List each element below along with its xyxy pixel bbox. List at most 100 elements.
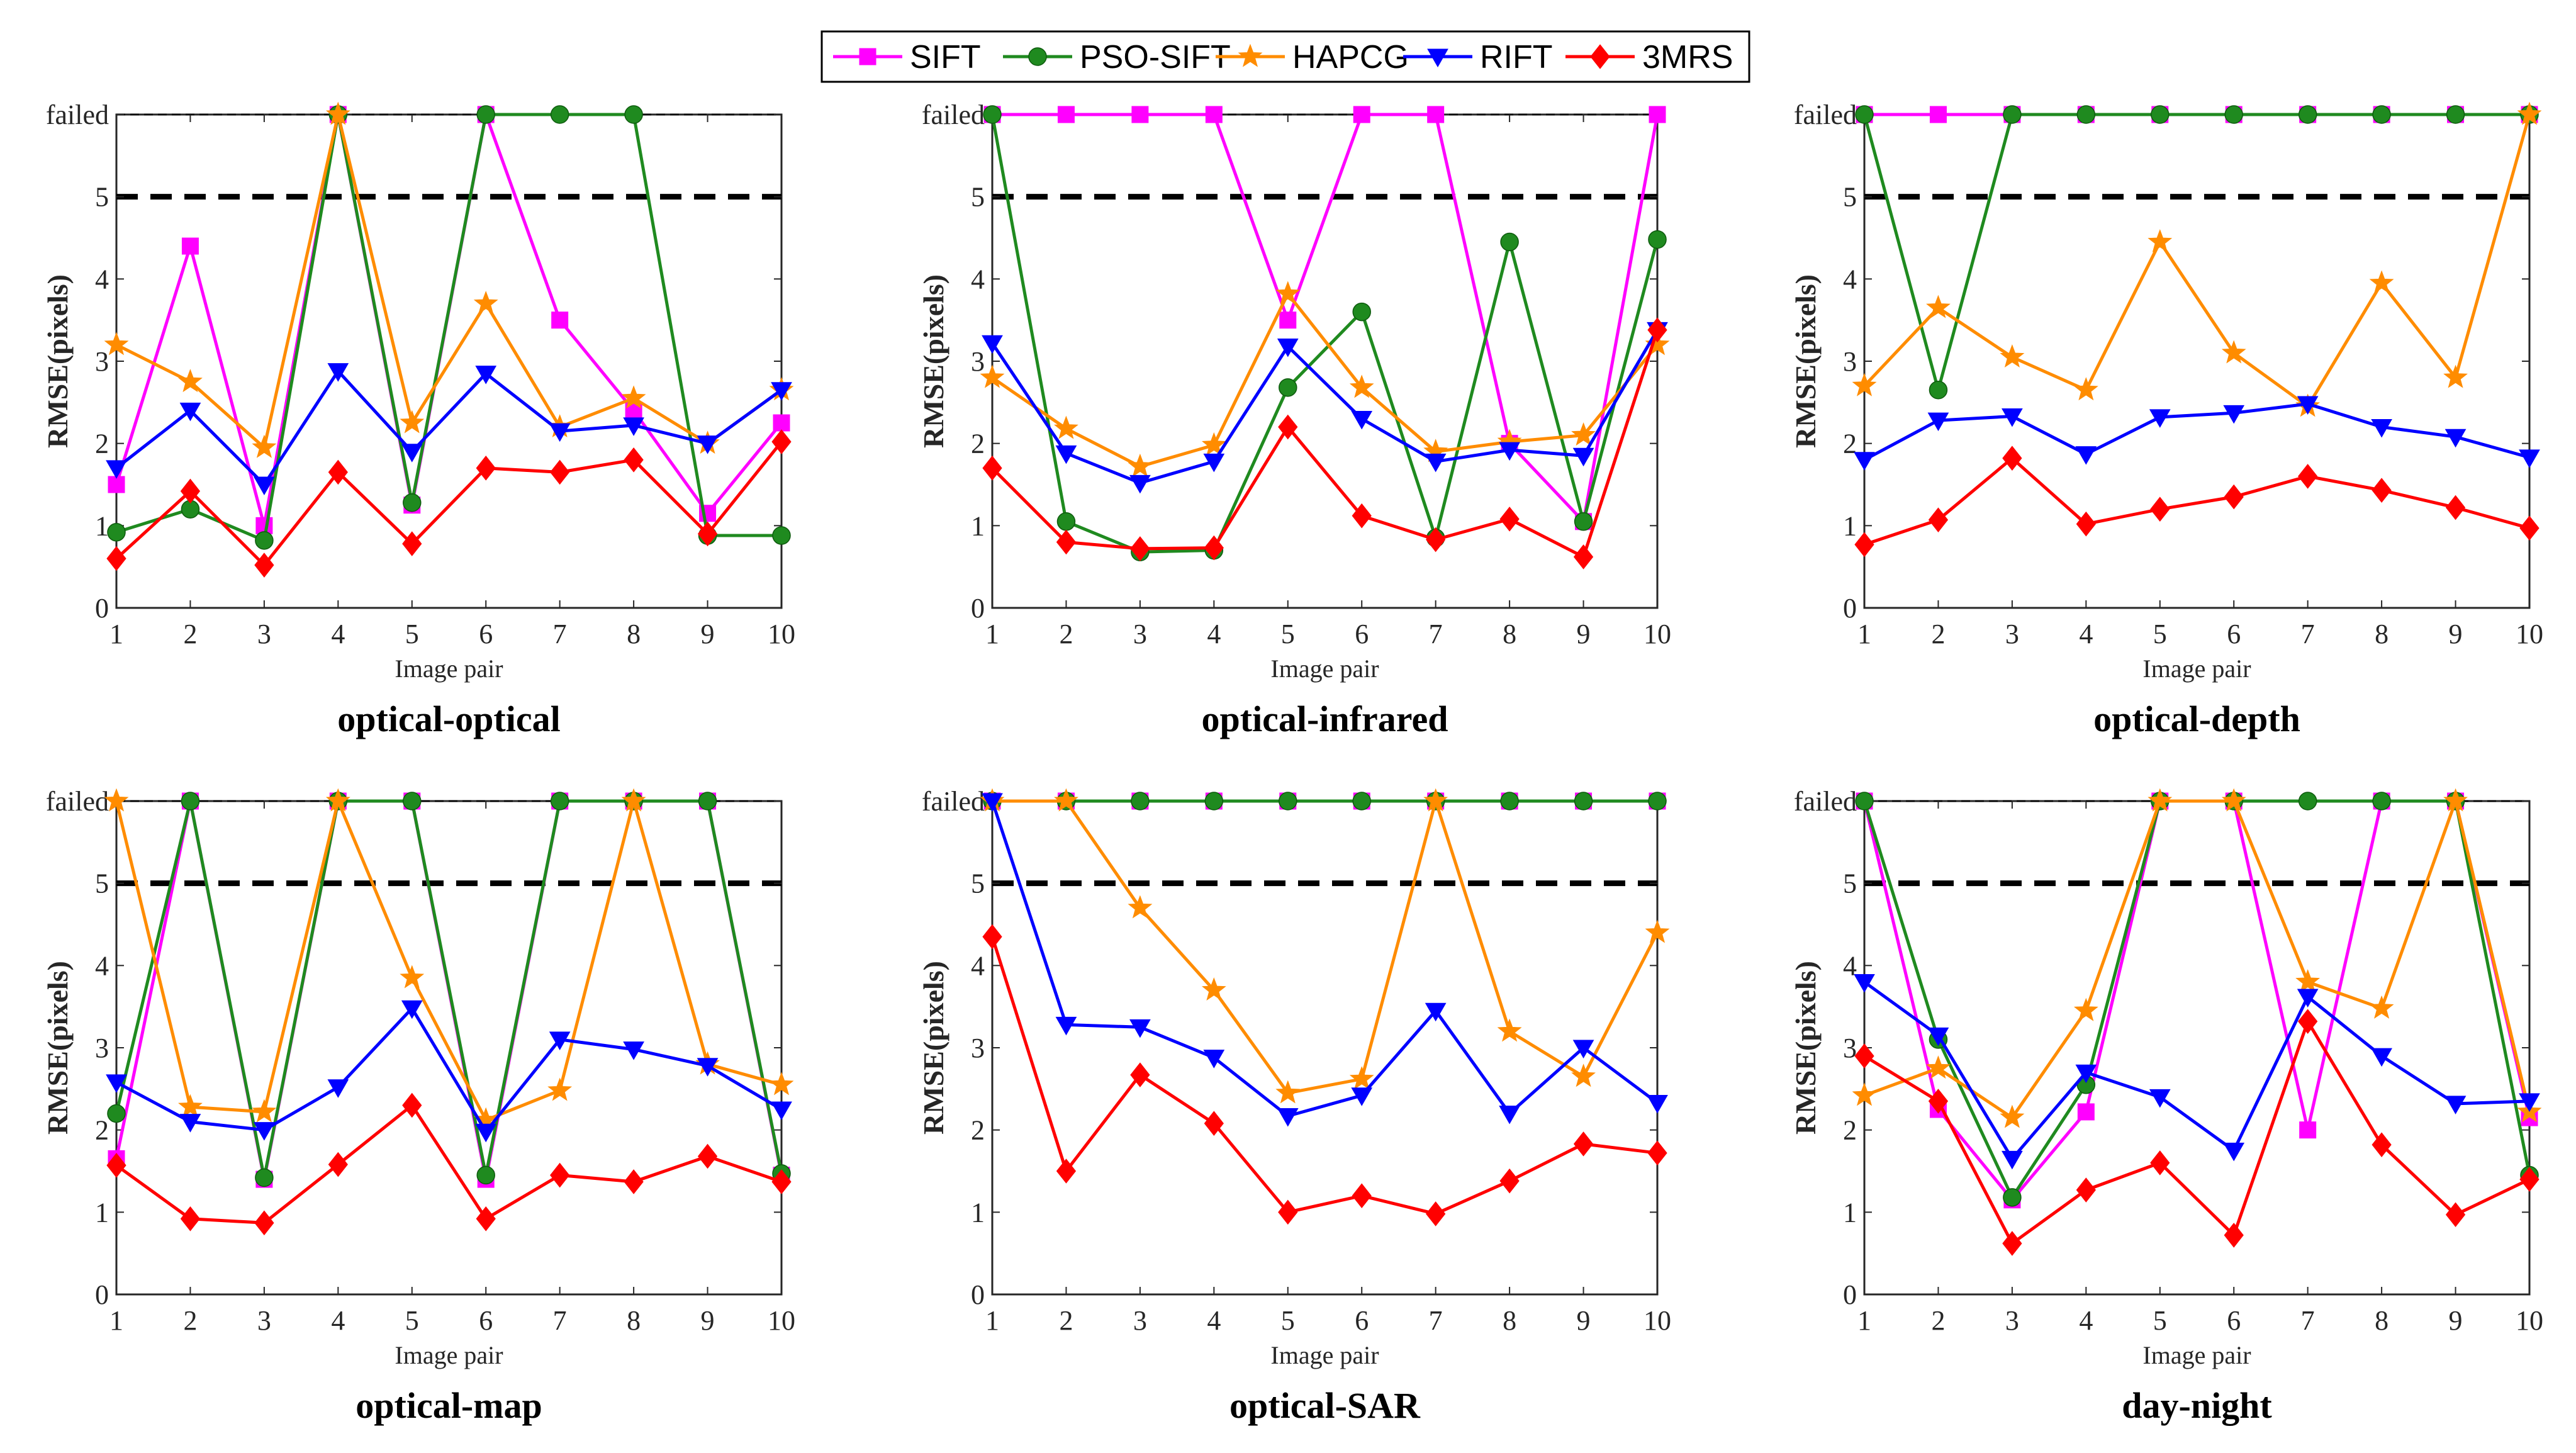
y-tick-label: 3: [1843, 1033, 1857, 1063]
data-point: [325, 788, 350, 812]
data-point: [1130, 1062, 1150, 1087]
series-hapcg: [104, 788, 794, 1131]
legend-entry-sift: SIFT: [833, 39, 981, 76]
series-line: [115, 1104, 782, 1225]
x-tick-label: 7: [2301, 619, 2315, 649]
data-point: [1056, 529, 1077, 555]
data-point: [255, 517, 273, 534]
data-point: [1351, 410, 1373, 430]
series-hapcg: [980, 788, 1670, 1104]
legend-label: PSO-SIFT: [1080, 39, 1231, 76]
data-point: [254, 553, 274, 578]
data-point: [476, 105, 495, 124]
x-axis-label: Image pair: [395, 654, 503, 683]
data-point: [2295, 969, 2321, 992]
data-point: [2151, 105, 2170, 124]
data-point: [1277, 338, 1299, 357]
data-point: [475, 1123, 497, 1143]
data-point: [982, 335, 1003, 354]
data-point: [1426, 1201, 1446, 1226]
data-point: [106, 1153, 126, 1178]
y-tick-label: 0: [1843, 593, 1857, 624]
x-tick-label: 1: [985, 1305, 999, 1336]
data-point: [473, 291, 498, 315]
x-tick-label: 4: [2079, 619, 2093, 649]
x-tick-label: 9: [1577, 1305, 1591, 1336]
data-point: [1275, 1080, 1301, 1104]
x-tick-label: 7: [1429, 619, 1443, 649]
data-point: [2517, 101, 2542, 125]
data-point: [403, 792, 422, 811]
data-point: [1204, 792, 1224, 811]
data-point: [1573, 544, 1594, 569]
panel-title: optical-depth: [2093, 698, 2300, 739]
data-point: [2000, 344, 2025, 367]
series-3mrs: [982, 317, 1667, 569]
series-rift: [982, 793, 1668, 1127]
data-point: [1571, 422, 1596, 446]
data-point: [2371, 1048, 2392, 1067]
data-point: [328, 1152, 348, 1177]
data-point: [1425, 1002, 1447, 1022]
data-point: [2000, 1104, 2025, 1128]
x-tick-label: 3: [2005, 1305, 2019, 1336]
data-point: [2223, 1142, 2245, 1162]
y-tick-label: 0: [1843, 1279, 1857, 1310]
series-rift: [1854, 396, 2540, 471]
x-tick-label: 1: [109, 1305, 123, 1336]
legend-label: 3MRS: [1642, 39, 1733, 76]
legend-marker-circle: [1028, 47, 1047, 66]
data-point: [106, 1074, 127, 1093]
data-point: [108, 476, 125, 493]
y-tick-label: 2: [1843, 429, 1857, 459]
series-line: [1864, 456, 2530, 546]
data-point: [1349, 1066, 1374, 1090]
data-point: [982, 793, 1003, 812]
legend: SIFT PSO-SIFT HAPCG RIFT 3MRS: [820, 30, 1750, 83]
data-point: [104, 788, 129, 812]
data-point: [1131, 792, 1150, 811]
data-point: [771, 382, 792, 401]
data-point: [1352, 792, 1371, 811]
data-point: [2298, 792, 2317, 811]
data-point: [1852, 373, 1877, 396]
series-line: [991, 329, 1659, 559]
data-point: [2073, 997, 2098, 1021]
series-line: [1863, 402, 2530, 462]
series-line: [115, 1006, 783, 1133]
y-tick-label: 4: [1843, 264, 1857, 295]
y-axis-label: RMSE(pixels): [42, 961, 74, 1135]
y-tick-label: 2: [95, 1115, 109, 1146]
data-point: [1054, 415, 1078, 439]
series-line: [115, 440, 783, 567]
data-point: [179, 1114, 201, 1133]
x-tick-label: 10: [768, 619, 795, 649]
data-point: [402, 531, 422, 556]
series-line: [115, 799, 783, 1179]
data-point: [1055, 445, 1077, 464]
data-point: [2445, 495, 2466, 520]
data-point: [624, 1169, 644, 1194]
series-hapcg: [1852, 788, 2542, 1128]
data-point: [1201, 432, 1226, 456]
legend-label: HAPCG: [1292, 39, 1409, 76]
data-point: [771, 1169, 792, 1194]
data-point: [772, 526, 791, 545]
y-axis-label: RMSE(pixels): [917, 961, 949, 1135]
x-axis-label: Image pair: [1270, 654, 1379, 683]
data-point: [476, 456, 496, 481]
x-axis-label: Image pair: [2142, 1341, 2251, 1369]
data-point: [2002, 1231, 2022, 1256]
data-point: [2002, 408, 2023, 427]
data-point: [2372, 1132, 2392, 1157]
data-point: [1353, 106, 1370, 123]
data-point: [2444, 1096, 2467, 1114]
x-tick-label: 4: [1207, 1305, 1221, 1336]
x-tick-label: 2: [1931, 1305, 1945, 1336]
y-tick-label: 0: [95, 593, 109, 624]
x-tick-label: 8: [1503, 1305, 1516, 1336]
data-point: [2223, 405, 2245, 424]
series-line: [1862, 113, 2529, 392]
